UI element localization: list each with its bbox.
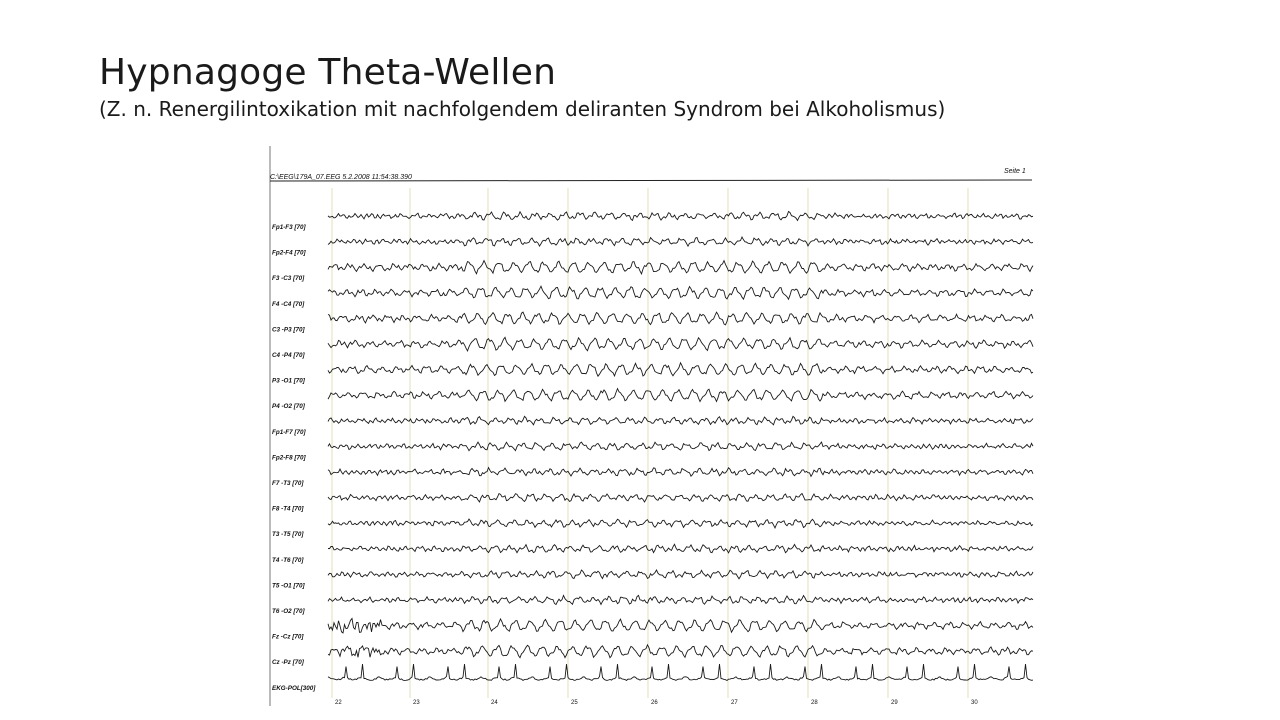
channel-label: C4 -P4 [70]: [272, 352, 305, 359]
eeg-file-header: C:\EEG\179A_07.EEG 5.2.2008 11:54:38.390: [270, 174, 412, 181]
eeg-trace: [327, 210, 1034, 222]
second-label: 25: [571, 700, 578, 706]
slide-title: Hypnagoge Theta-Wellen: [99, 52, 557, 93]
eeg-trace: [327, 663, 1034, 682]
second-label: 22: [335, 700, 342, 706]
channel-label: EKG-POL[300]: [272, 685, 316, 692]
channel-labels: Fp1-F3 [70] Fp2-F4 [70] F3 -C3 [70] F4 -C4 …: [272, 224, 316, 692]
eeg-trace: [327, 336, 1034, 352]
channel-label: C3 -P3 [70]: [272, 326, 305, 333]
second-markers: [331, 188, 969, 698]
eeg-trace: [327, 387, 1034, 403]
channel-label: T3 -T5 [70]: [272, 531, 304, 538]
channel-label: T5 -O1 [70]: [272, 582, 305, 589]
eeg-trace: [327, 492, 1034, 503]
second-label: 27: [731, 700, 738, 706]
second-label: 26: [651, 700, 658, 706]
eeg-trace: [327, 441, 1034, 452]
channel-label: F3 -C3 [70]: [272, 275, 305, 282]
channel-label: Fp1-F3 [70]: [272, 224, 306, 231]
header-rule: [269, 179, 1033, 182]
channel-label: Fz -Cz [70]: [272, 634, 304, 641]
eeg-recording-svg: C:\EEG\179A_07.EEG 5.2.2008 11:54:38.390…: [269, 146, 1034, 706]
channel-label: T4 -T6 [70]: [272, 557, 304, 564]
eeg-trace: [327, 311, 1034, 326]
eeg-trace: [327, 361, 1034, 378]
eeg-trace: [327, 259, 1034, 276]
eeg-trace: [327, 415, 1034, 426]
eeg-traces: [327, 210, 1034, 682]
second-labels: 22 23 24 25 26 27 28 29 30: [335, 700, 978, 706]
channel-label: Fp2-F4 [70]: [272, 250, 306, 257]
channel-label: P3 -O1 [70]: [272, 378, 306, 385]
channel-label: F8 -T4 [70]: [272, 506, 304, 513]
channel-label: P4 -O2 [70]: [272, 403, 306, 410]
eeg-trace: [327, 643, 1034, 659]
second-label: 28: [811, 700, 818, 706]
second-label: 29: [891, 700, 898, 706]
channel-label: Fp1-F7 [70]: [272, 429, 306, 436]
second-label: 23: [413, 700, 420, 706]
eeg-page-label: Seite 1: [1004, 168, 1026, 175]
channel-label: Fp2-F8 [70]: [272, 454, 306, 461]
eeg-trace: [327, 594, 1034, 606]
eeg-recording-image: C:\EEG\179A_07.EEG 5.2.2008 11:54:38.390…: [262, 146, 1042, 706]
eeg-trace: [327, 466, 1034, 478]
eeg-trace: [327, 569, 1034, 580]
channel-label: F4 -C4 [70]: [272, 301, 305, 308]
eeg-trace: [327, 617, 1034, 634]
slide-subtitle: (Z. n. Renergilintoxikation mit nachfolg…: [99, 97, 946, 121]
eeg-trace: [327, 235, 1034, 248]
eeg-trace: [327, 543, 1034, 554]
channel-label: T6 -O2 [70]: [272, 608, 305, 615]
second-label: 30: [971, 700, 978, 706]
eeg-trace: [327, 285, 1034, 301]
eeg-trace: [327, 518, 1034, 529]
channel-label: F7 -T3 [70]: [272, 480, 304, 487]
second-label: 24: [491, 700, 498, 706]
channel-label: Cz -Pz [70]: [272, 659, 305, 666]
